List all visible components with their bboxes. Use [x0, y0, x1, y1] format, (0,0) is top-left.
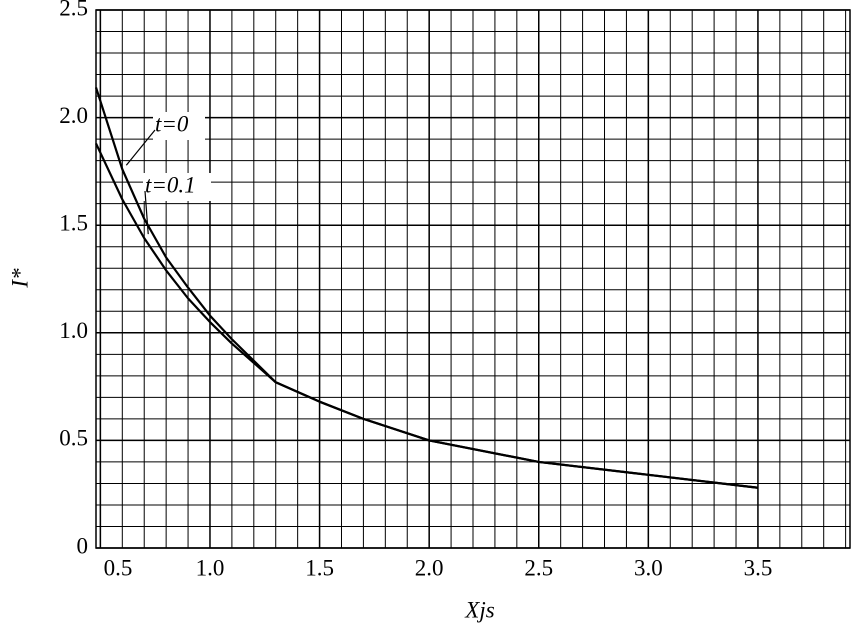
x-tick-label: 3.0	[634, 555, 663, 580]
label-leader	[125, 129, 156, 166]
y-tick-label: 1.0	[59, 318, 88, 343]
x-tick-label: 2.0	[415, 555, 444, 580]
y-tick-label: 0.5	[59, 426, 88, 451]
x-tick-label: 1.0	[196, 555, 225, 580]
y-tick-label: 2.0	[59, 103, 88, 128]
y-tick-label: 0	[77, 533, 89, 558]
x-tick-label: 1.5	[305, 555, 334, 580]
label-background	[153, 112, 205, 140]
y-axis-label: I*	[7, 268, 32, 289]
label-leader	[144, 190, 149, 235]
x-axis-label: Xjs	[464, 597, 494, 622]
series-label: t=0.1	[145, 172, 196, 197]
series-label: t=0	[155, 111, 189, 136]
series-line	[95, 142, 759, 489]
x-tick-label: 0.5	[104, 555, 133, 580]
y-tick-label: 1.5	[59, 210, 88, 235]
x-tick-label: 3.5	[744, 555, 773, 580]
label-background	[143, 173, 211, 201]
x-tick-label: 2.5	[524, 555, 553, 580]
series-line	[94, 87, 759, 489]
y-tick-label: 2.5	[59, 0, 88, 20]
